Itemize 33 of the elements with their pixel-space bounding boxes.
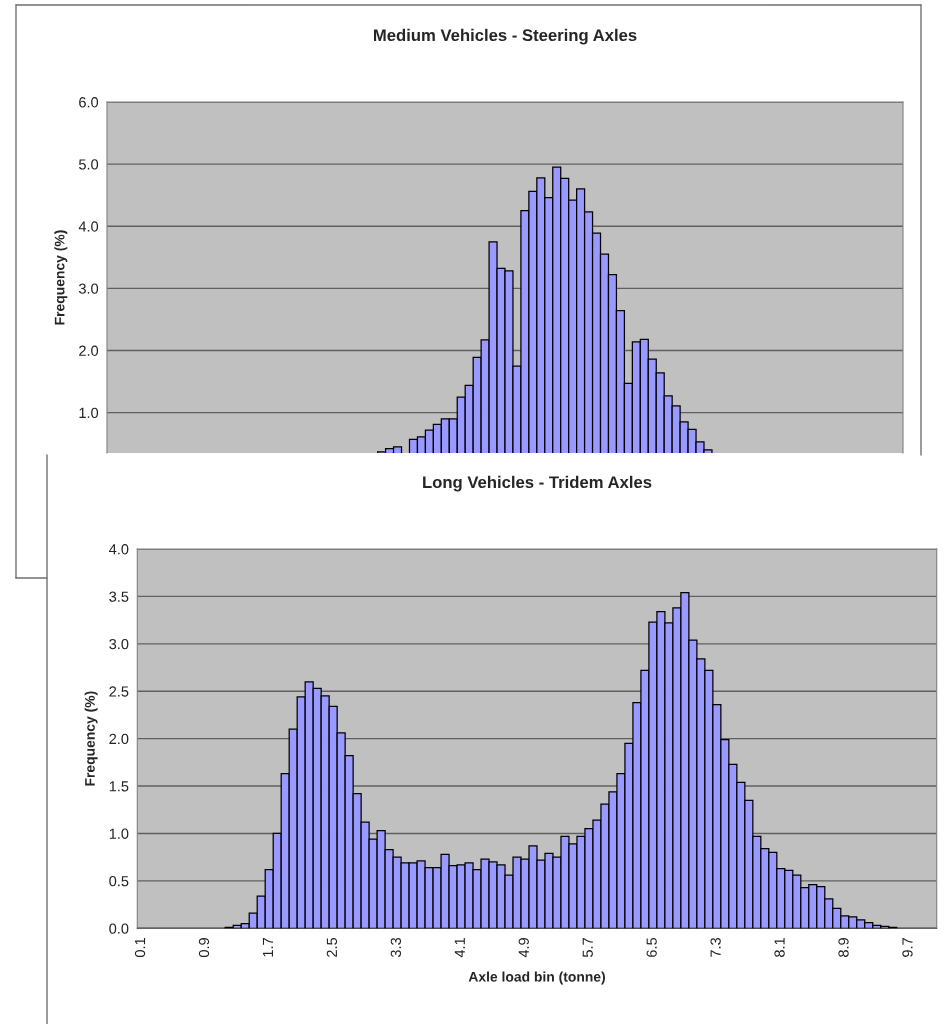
chart-title: Medium Vehicles - Steering Axles [373,28,637,45]
x-tick-label: 8.1 [774,938,785,957]
x-tick-label: 0.1 [134,938,146,958]
x-tick-label: 9.7 [902,938,913,957]
y-tick-label: 3.0 [78,283,99,294]
x-tick-label: 3.3 [390,937,402,958]
y-tick-label: 3.0 [109,638,129,650]
y-tick-label: 2.5 [109,686,129,697]
x-tick-label: 8.9 [838,938,849,957]
y-tick-label: 1.5 [109,781,129,792]
x-tick-label: 6.5 [646,937,657,957]
y-tick-label: 1.0 [79,407,99,419]
y-tick-label: 0.0 [109,923,129,934]
x-axis-title: Axle load bin (tonne) [468,971,605,985]
x-tick-label: 7.3 [710,937,721,957]
y-tick-label: 6.0 [79,97,99,108]
y-tick-label: 1.0 [109,828,129,839]
y-tick-label: 4.0 [78,221,99,232]
x-tick-label: 4.1 [454,938,465,958]
y-tick-label: 2.0 [109,733,129,745]
y-axis-title: Frequency (%) [54,230,68,325]
y-tick-label: 3.5 [109,591,129,602]
y-tick-label: 5.0 [78,159,99,170]
x-tick-label: 0.9 [198,938,210,958]
y-tick-label: 4.0 [109,544,129,555]
x-tick-label: 5.7 [582,938,593,958]
x-tick-label: 2.5 [326,937,338,957]
x-tick-label: 1.7 [262,938,273,957]
y-tick-label: 0.5 [109,875,129,887]
y-tick-label: 2.0 [79,345,99,356]
y-axis-title: Frequency (%) [84,691,98,786]
x-tick-label: 4.9 [518,938,529,958]
chart-title: Long Vehicles - Tridem Axles [423,475,652,492]
